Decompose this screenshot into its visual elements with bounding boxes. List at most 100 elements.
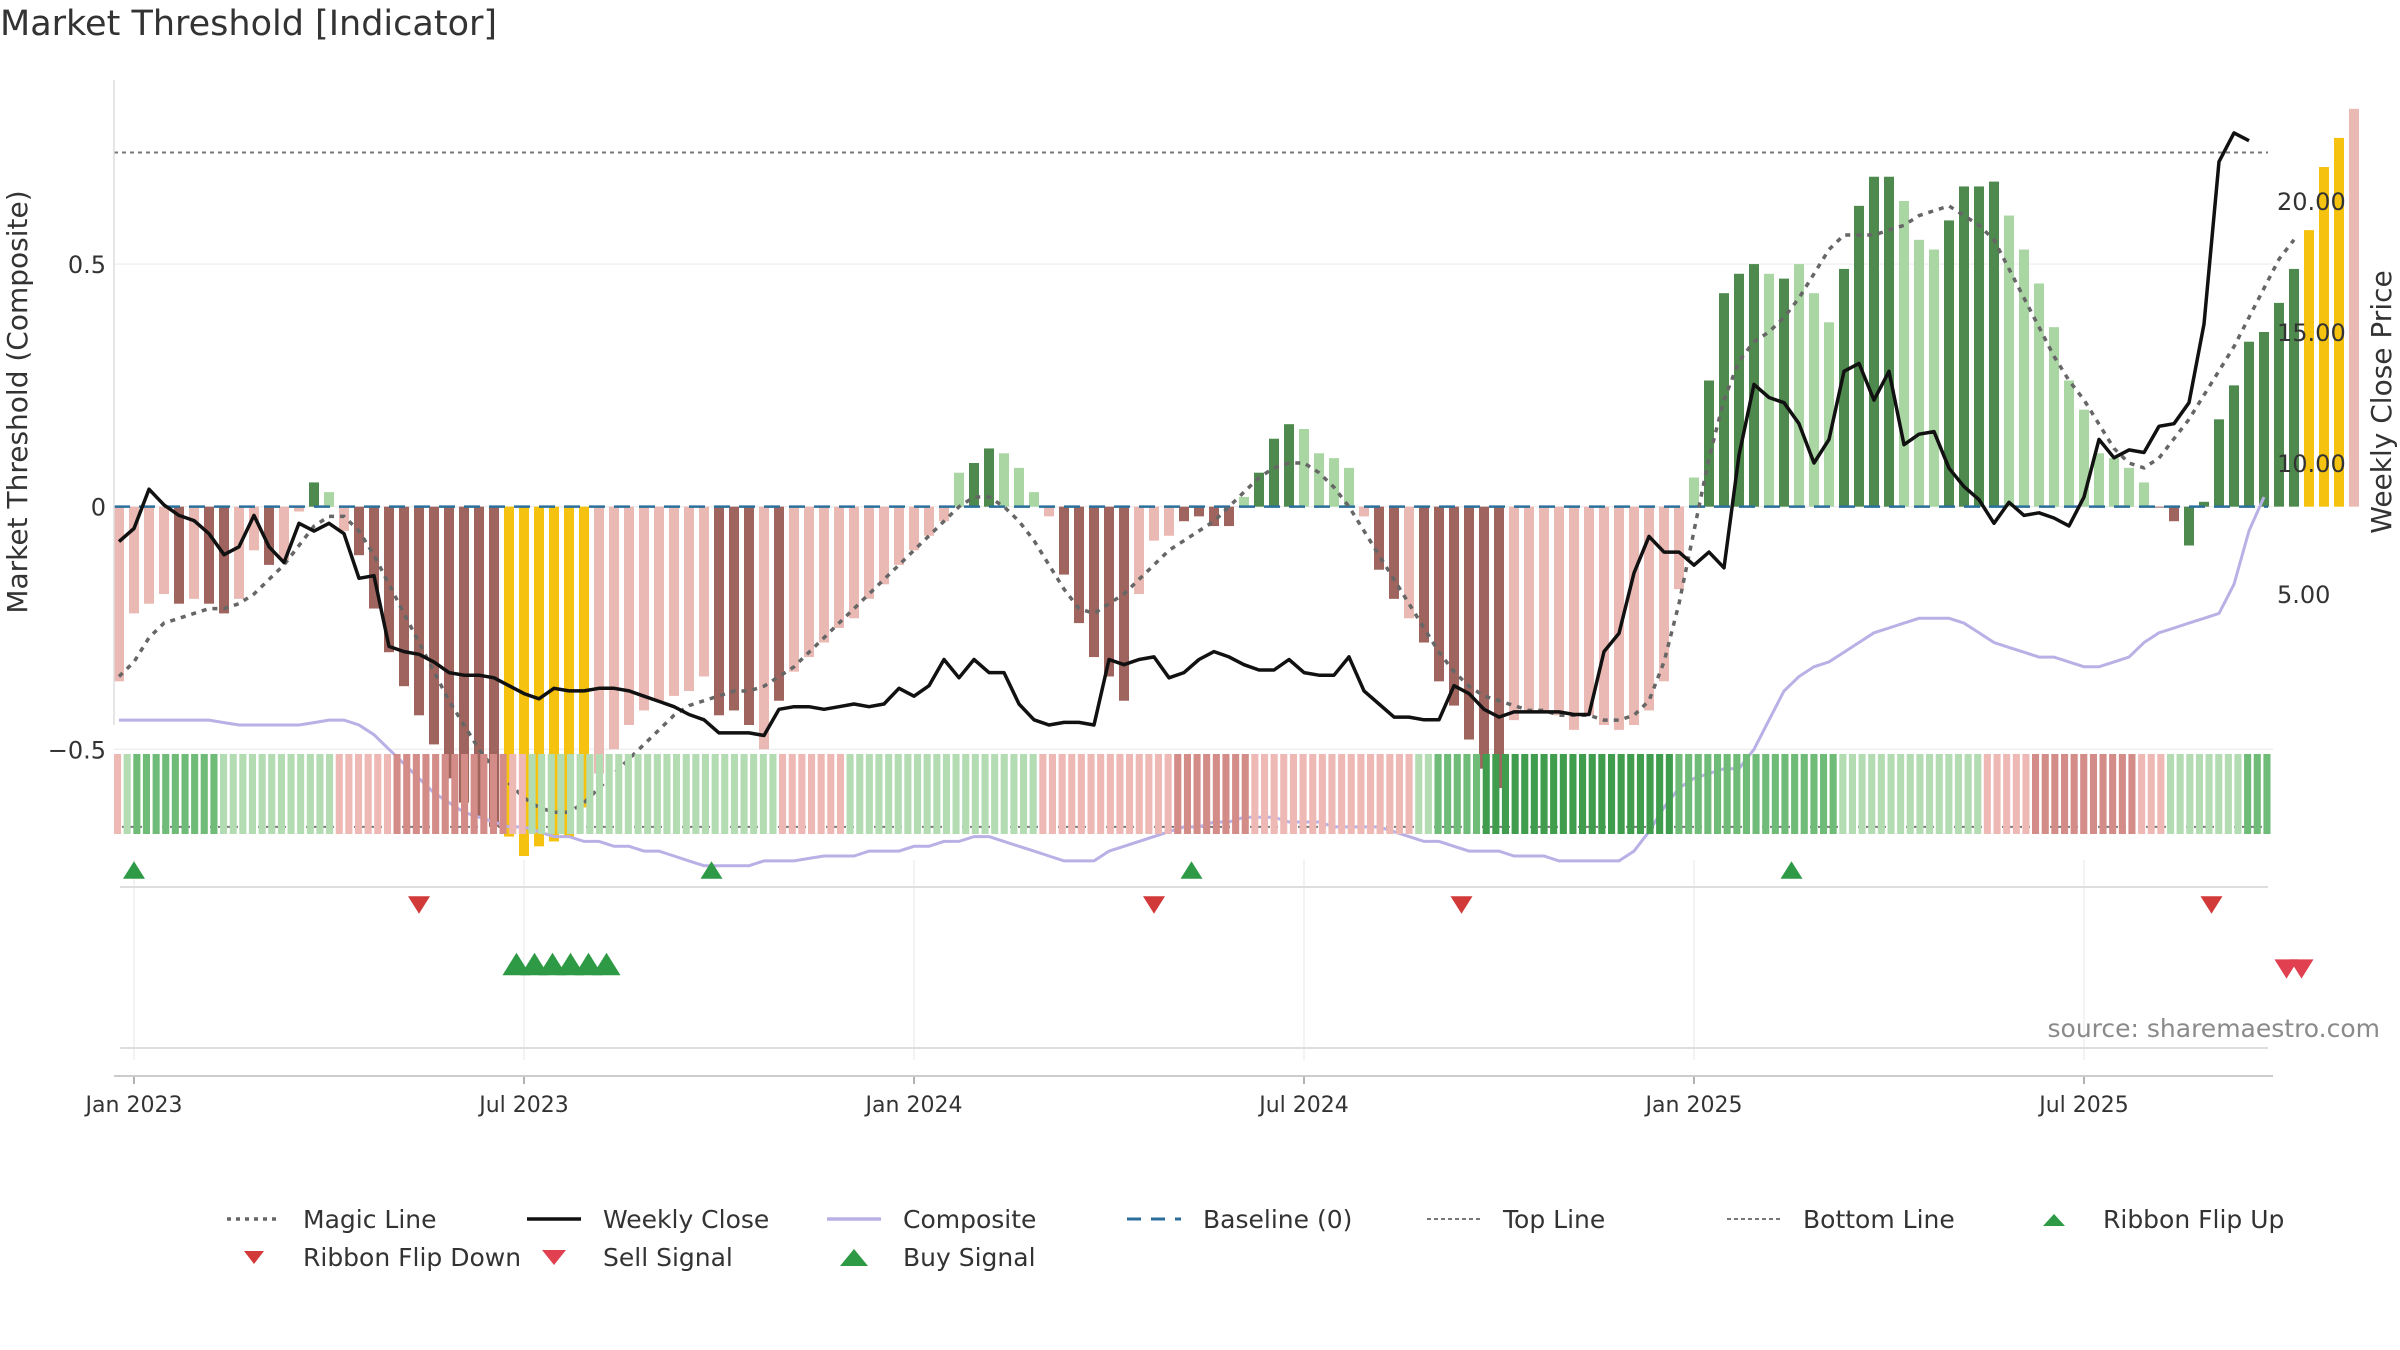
ribbon-cell xyxy=(528,754,536,834)
ribbon-cell xyxy=(335,754,343,834)
composite-line-icon xyxy=(827,1217,881,1221)
histogram-bar xyxy=(519,506,529,856)
ribbon-cell xyxy=(1463,754,1471,834)
histogram-bar xyxy=(969,463,979,507)
ribbon-cell xyxy=(1453,754,1461,834)
triangle-down-big-icon xyxy=(542,1250,566,1265)
x-tick-label: Jan 2024 xyxy=(864,1093,963,1118)
ribbon-cell xyxy=(364,754,372,834)
buy-signal-marker xyxy=(574,952,603,976)
histogram-bar xyxy=(1989,181,1999,507)
histogram-bar xyxy=(1464,506,1474,740)
ribbon-cell xyxy=(1376,754,1384,834)
ribbon-cell xyxy=(1318,754,1326,834)
ribbon-cell xyxy=(2118,754,2126,834)
histogram-bar xyxy=(1884,176,1894,507)
fine-dotted-line-icon xyxy=(1427,1218,1481,1220)
x-tick-label: Jul 2024 xyxy=(1257,1093,1349,1118)
ribbon-cell xyxy=(1424,754,1432,834)
legend-item: Composite xyxy=(825,1200,1036,1238)
histogram-bar xyxy=(684,506,694,692)
ribbon-cell xyxy=(1579,754,1587,834)
ribbon-cell xyxy=(846,754,854,834)
legend-label: Baseline (0) xyxy=(1203,1204,1353,1234)
y-tick-label: −0.5 xyxy=(48,736,106,764)
ribbon-cell xyxy=(1511,754,1519,834)
triangle-up-big-icon xyxy=(840,1249,868,1266)
ribbon-cell xyxy=(287,754,295,834)
histogram-bar xyxy=(1524,506,1534,711)
ribbon-cell xyxy=(1183,754,1191,834)
ribbon-cell xyxy=(2186,754,2194,834)
histogram-bar xyxy=(174,506,184,604)
histogram-bar xyxy=(1254,472,1264,507)
ribbon-cell xyxy=(808,754,816,834)
ribbon-cell xyxy=(904,754,912,834)
ribbon-cell xyxy=(1039,754,1047,834)
ribbon-cell xyxy=(1887,754,1895,834)
y-tick-label: 0.5 xyxy=(68,251,106,279)
ribbon-cell xyxy=(1164,754,1172,834)
ribbon-cell xyxy=(1222,754,1230,834)
ribbon-cell xyxy=(355,754,363,834)
legend-item: Sell Signal xyxy=(525,1238,733,1276)
ribbon-cell xyxy=(1328,754,1336,834)
ribbon-cell xyxy=(229,754,237,834)
ribbon-cell xyxy=(306,754,314,834)
ribbon-cell xyxy=(1820,754,1828,834)
ribbon-cell xyxy=(1694,754,1702,834)
ribbon-cell xyxy=(942,754,950,834)
y-tick-label: 0 xyxy=(91,494,106,522)
ribbon-cell xyxy=(682,754,690,834)
ribbon-cell xyxy=(1077,754,1085,834)
ribbon-cell xyxy=(1935,754,1943,834)
ribbon-cell xyxy=(1530,754,1538,834)
ribbon-cell xyxy=(1299,754,1307,834)
signal-rows-layer xyxy=(120,861,2314,1049)
histogram-bar xyxy=(669,506,679,696)
ribbon-cell xyxy=(2138,754,2146,834)
ribbon-cell xyxy=(1174,754,1182,834)
histogram-bar xyxy=(1689,477,1699,507)
histogram-bar xyxy=(399,506,409,687)
histogram-bar xyxy=(1074,506,1084,624)
ribbon-cell xyxy=(595,754,603,834)
histogram-bar xyxy=(1764,273,1774,507)
histogram-bar xyxy=(1839,268,1849,507)
ribbon-cell xyxy=(1020,754,1028,834)
histogram-bar xyxy=(654,506,664,701)
histogram-bar xyxy=(879,506,889,585)
histogram-bar xyxy=(1044,506,1054,517)
ribbon-cell xyxy=(1617,754,1625,834)
ribbon-cell xyxy=(2205,754,2213,834)
histogram-bar xyxy=(2154,506,2164,508)
histogram-bar xyxy=(324,492,334,507)
ribbon-cell xyxy=(1916,754,1924,834)
ribbon-cell xyxy=(1742,754,1750,834)
histogram-bar xyxy=(1644,506,1654,711)
buy-signal-marker xyxy=(502,952,531,976)
ribbon-cell xyxy=(422,754,430,834)
ribbon-cell xyxy=(1116,754,1124,834)
ribbon-cell xyxy=(1212,754,1220,834)
histogram-bar xyxy=(834,506,844,628)
histogram-bar xyxy=(1419,506,1429,643)
ribbon-cell xyxy=(1646,754,1654,834)
histogram-bar xyxy=(249,506,259,551)
ribbon-cell xyxy=(277,754,285,834)
histogram-bar xyxy=(444,506,454,779)
ribbon-cell xyxy=(730,754,738,834)
histogram-bar xyxy=(699,506,709,677)
histogram-bar xyxy=(339,506,349,531)
ribbon-cell xyxy=(1521,754,1529,834)
ribbon-cell xyxy=(114,754,122,834)
legend-label: Bottom Line xyxy=(1803,1204,1955,1234)
histogram-bar xyxy=(279,506,289,561)
ribbon-cell xyxy=(133,754,141,834)
x-tick-label: Jan 2025 xyxy=(1644,1093,1743,1118)
legend-label: Composite xyxy=(903,1204,1037,1234)
histogram-bar xyxy=(744,506,754,725)
histogram-bar xyxy=(2094,453,2104,507)
triangle-down-icon xyxy=(244,1251,264,1264)
ribbon-cell xyxy=(1868,754,1876,834)
